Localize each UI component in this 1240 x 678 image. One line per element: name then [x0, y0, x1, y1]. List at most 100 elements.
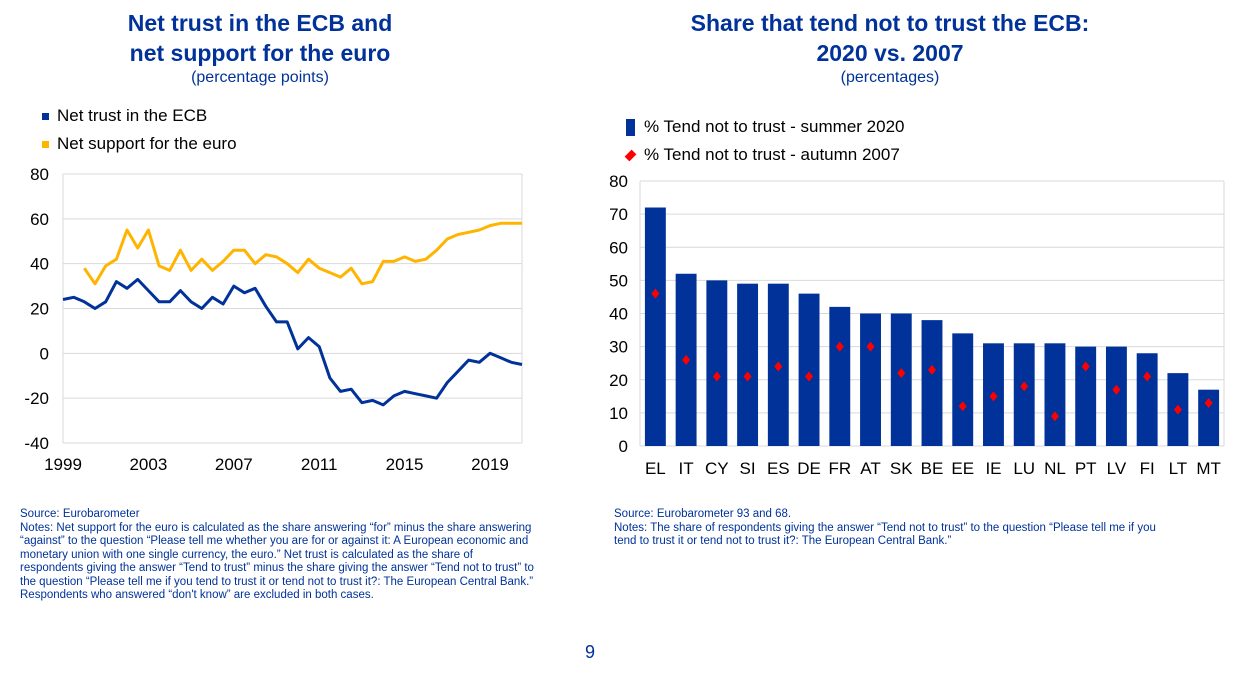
x-tick-label: 2015 [386, 455, 424, 474]
marker-LT [1173, 404, 1182, 415]
marker-SK [897, 368, 906, 379]
page-number: 9 [584, 642, 595, 662]
marker-FR [835, 341, 844, 352]
marker-BE [928, 364, 936, 375]
marker-AT [866, 341, 875, 352]
marker-LV [1112, 384, 1121, 395]
x-tick-label: EE [951, 459, 974, 478]
marker-MT [1204, 397, 1213, 408]
bar-MT [1198, 389, 1220, 446]
x-tick-label: LT [1169, 459, 1188, 478]
y-tick-label: 10 [609, 404, 628, 423]
x-tick-label: DE [797, 459, 821, 478]
x-tick-label: 2019 [471, 455, 509, 474]
y-tick-label: 80 [30, 165, 49, 184]
marker-DE [805, 371, 814, 382]
bar-SK [890, 313, 912, 446]
series-line-net-support [83, 221, 522, 286]
y-tick-label: -20 [24, 389, 49, 408]
y-tick-label: -40 [24, 434, 49, 453]
x-tick-label: LU [1013, 459, 1035, 478]
y-tick-label: 70 [609, 205, 628, 224]
legend-item-2007: % Tend not to trust - autumn 2007 [624, 141, 904, 169]
x-tick-label: IE [985, 459, 1001, 478]
y-tick-label: 80 [609, 172, 628, 191]
right-notes: Notes: The share of respondents giving t… [614, 521, 1156, 548]
x-tick-label: ES [767, 459, 790, 478]
marker-EE [958, 401, 967, 412]
legend-swatch-2007 [624, 149, 637, 161]
x-tick-label: PT [1075, 459, 1097, 478]
bar-FR [829, 306, 851, 446]
bar-BE [921, 320, 943, 446]
right-chart-title: Share that tend not to trust the ECB: 20… [640, 8, 1140, 68]
y-tick-label: 0 [619, 437, 628, 456]
x-tick-label: IT [679, 459, 694, 478]
x-tick-label: BE [921, 459, 944, 478]
marker-CY [712, 371, 721, 382]
bar-DE [798, 293, 820, 446]
bar-EL [644, 207, 666, 446]
legend-swatch-euro [42, 140, 49, 148]
left-line-chart: 80 60 40 20 0 -20 -40 1999 2003 2007 2011 2015 2019 [24, 165, 523, 474]
left-chart-subtitle: (percentage points) [191, 69, 329, 86]
legend-swatch-trust [42, 112, 49, 120]
x-tick-label: MT [1196, 459, 1221, 478]
left-legend: Net trust in the ECB Net support for the… [42, 102, 237, 158]
left-source: Source: Eurobarometer [20, 508, 140, 520]
y-tick-label: 40 [30, 255, 49, 274]
y-tick-label: 50 [609, 271, 628, 290]
left-notes: Notes: Net support for the euro is calcu… [20, 521, 534, 602]
y-tick-label: 60 [30, 210, 49, 229]
x-tick-label: SI [740, 459, 756, 478]
right-title-line1: Share that tend not to trust the ECB: [690, 10, 1090, 36]
marker-EL [651, 288, 660, 299]
y-tick-label: 20 [609, 371, 628, 390]
x-tick-label: 1999 [44, 455, 82, 474]
right-bar-chart: 80 70 60 50 40 30 20 10 0 EL IT CY SI ES DE FR AT SK BE EE I… [609, 172, 1225, 478]
bar-LU [1013, 343, 1035, 446]
bar-EE [952, 333, 974, 446]
marker-NL [1050, 411, 1059, 422]
legend-label-2020: % Tend not to trust - summer 2020 [644, 117, 905, 136]
y-tick-label: 0 [40, 344, 49, 363]
marker-PT [1081, 361, 1090, 372]
x-tick-label: LV [1107, 459, 1127, 478]
marker-IT [682, 354, 691, 365]
y-tick-label: 40 [609, 305, 628, 324]
bar-PT [1075, 346, 1097, 446]
y-tick-label: 60 [609, 238, 628, 257]
series-line-net-trust [62, 277, 523, 407]
right-legend: % Tend not to trust - summer 2020 % Tend… [624, 113, 904, 169]
y-tick-label: 20 [30, 300, 49, 319]
legend-label-2007: % Tend not to trust - autumn 2007 [644, 145, 900, 164]
y-tick-label: 30 [609, 338, 628, 357]
legend-item-2020: % Tend not to trust - summer 2020 [626, 113, 904, 141]
marker-FI [1143, 371, 1152, 382]
right-source: Source: Eurobarometer 93 and 68. [614, 508, 792, 520]
x-tick-label: AT [860, 459, 880, 478]
right-chart-subtitle: (percentages) [840, 69, 940, 86]
bar-AT [860, 313, 881, 446]
legend-label-trust: Net trust in the ECB [57, 106, 208, 125]
bar-SI [737, 283, 759, 446]
left-chart-title: Net trust in the ECB and net support for… [40, 8, 480, 68]
x-tick-label: 2007 [215, 455, 253, 474]
legend-label-euro: Net support for the euro [57, 134, 237, 153]
bar-LV [1105, 346, 1127, 446]
left-notes-block: Source: Eurobarometer Notes: Net support… [20, 508, 535, 603]
x-tick-label: FI [1140, 459, 1155, 478]
legend-swatch-2020 [626, 118, 635, 136]
left-title-line2: net support for the euro [129, 40, 391, 66]
marker-IE [989, 391, 998, 402]
x-tick-label: EL [645, 459, 666, 478]
x-tick-label: CY [705, 459, 729, 478]
marker-ES [774, 361, 783, 372]
x-tick-label: 2011 [301, 455, 338, 474]
legend-item-trust: Net trust in the ECB [42, 102, 237, 130]
bar-CY [706, 280, 728, 446]
right-title-line2: 2020 vs. 2007 [816, 40, 964, 66]
left-title-line1: Net trust in the ECB and [127, 10, 393, 36]
marker-LU [1020, 381, 1029, 392]
x-tick-label: SK [890, 459, 913, 478]
